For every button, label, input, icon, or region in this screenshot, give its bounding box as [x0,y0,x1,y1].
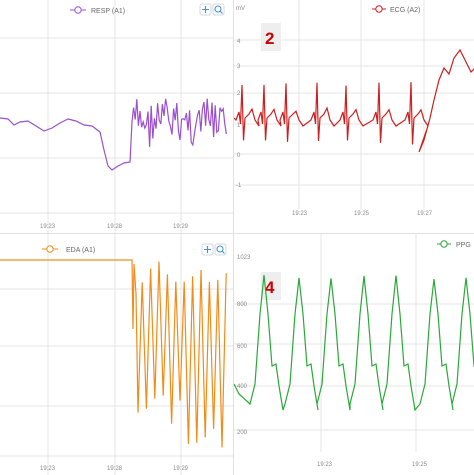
eda-series-line [0,259,227,448]
x-tick-label: 19:29 [173,224,189,230]
y-tick-label: 1 [237,123,241,129]
x-tick-label: 19:25 [412,462,428,468]
y-axis-ticks: mV 4 3 2 1 0 -1 [236,6,245,189]
badge-label: 4 [265,278,275,297]
x-tick-label: 19:23 [40,224,56,230]
x-tick-label: 19:27 [417,211,433,217]
x-tick-label: 19:23 [292,211,308,217]
panel-number-badge: 2 [261,23,281,51]
resp-legend[interactable]: RESP (A1) [70,6,125,15]
badge-label: 2 [265,29,274,48]
eda-legend[interactable]: EDA (A1) [42,245,95,254]
eda-chart-panel: EDA (A1) 19:23 19:28 19:29 [0,233,233,475]
pan-icon[interactable] [199,3,212,16]
badge-background [261,23,281,51]
y-tick-label: 2 [237,91,241,97]
ppg-legend-label: PPG [456,242,471,249]
y-tick-label: 800 [237,302,248,308]
ecg-legend[interactable]: ECG (A2) [372,5,420,14]
resp-legend-marker [74,6,82,14]
y-tick-label: -1 [236,183,242,189]
ppg-chart-panel: 1023 800 600 400 200 PPG 4 19:23 19:25 [233,233,474,475]
y-axis-unit: mV [236,6,245,12]
x-tick-label: 19:28 [107,466,123,472]
ppg-chart: 1023 800 600 400 200 PPG 4 19:23 19:25 [234,234,474,468]
y-tick-label: 600 [237,344,248,350]
ecg-chart: mV 4 3 2 1 0 -1 ECG (A2) 2 19:23 19:25 1… [234,0,474,217]
x-tick-label: 19:23 [40,466,56,472]
zoom-icon[interactable] [214,243,227,256]
ppg-legend[interactable]: PPG [437,240,471,249]
y-tick-label: 200 [237,430,248,436]
resp-series-line [0,98,227,171]
y-tick-label: 3 [237,64,241,70]
ecg-legend-marker [375,5,383,13]
x-tick-label: 19:29 [173,466,189,472]
y-tick-label: 1023 [237,255,251,261]
ecg-series-line [234,48,474,153]
x-tick-label: 19:23 [317,462,333,468]
resp-legend-label: RESP (A1) [91,8,125,15]
pan-icon[interactable] [201,243,214,256]
x-tick-label: 19:25 [354,211,370,217]
resp-chart: RESP (A1) 19:23 19:28 19:29 [0,0,233,233]
ecg-legend-label: ECG (A2) [390,7,420,14]
y-tick-label: 0 [237,153,241,159]
y-tick-label: 4 [237,39,241,45]
eda-legend-label: EDA (A1) [66,247,95,254]
ecg-chart-panel: mV 4 3 2 1 0 -1 ECG (A2) 2 19:23 19:25 1… [233,0,474,233]
eda-legend-marker [46,245,54,253]
y-tick-label: 400 [237,384,248,390]
ppg-series-line [234,275,474,412]
x-tick-label: 19:28 [107,224,123,230]
ppg-legend-marker [440,240,448,248]
resp-chart-panel: RESP (A1) 19:23 19:28 19:29 [0,0,233,233]
zoom-icon[interactable] [212,3,225,16]
y-axis-ticks: 1023 800 600 400 200 [237,255,251,436]
eda-chart: EDA (A1) 19:23 19:28 19:29 [0,234,233,475]
